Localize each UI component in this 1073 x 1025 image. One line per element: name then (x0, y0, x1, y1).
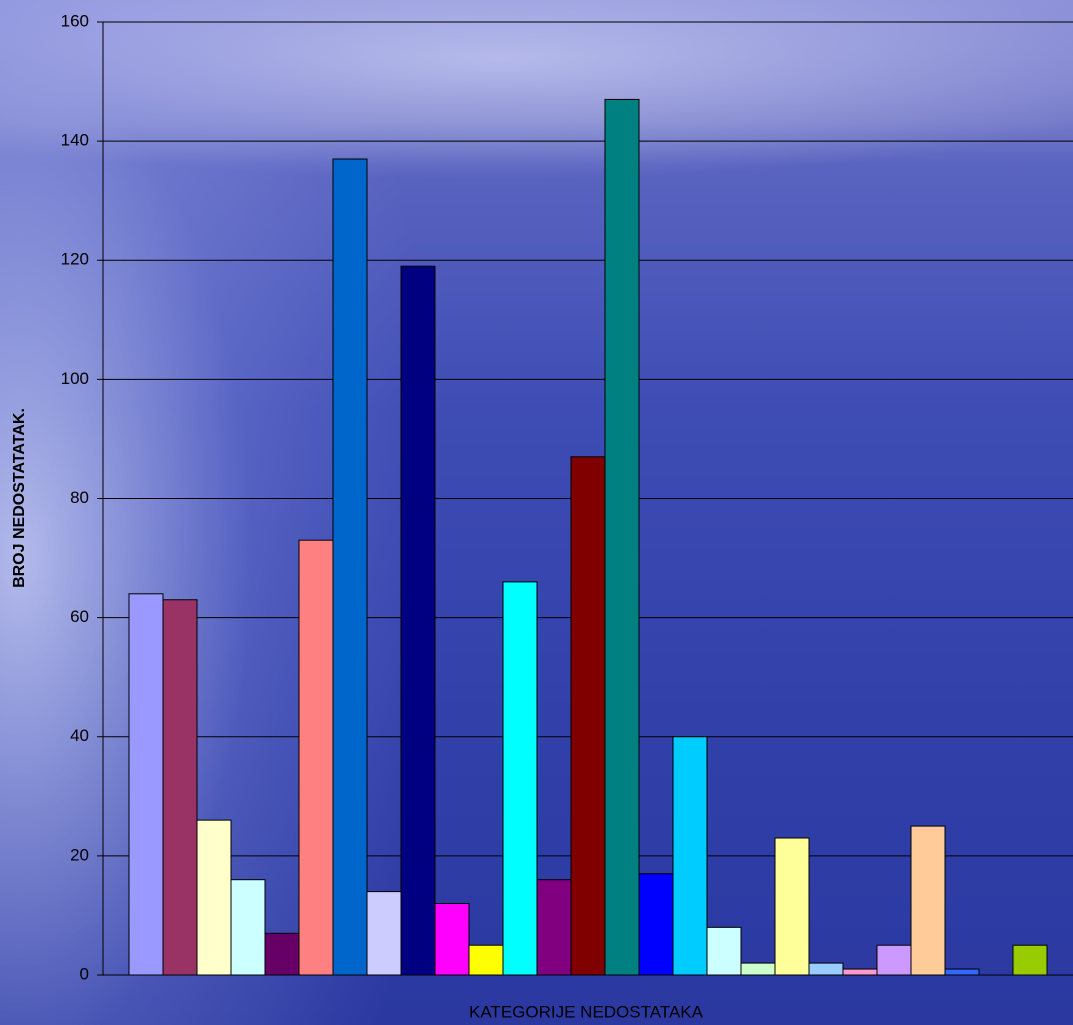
y-tick-label: 0 (80, 964, 89, 983)
bar (332, 158, 368, 976)
bar (604, 98, 640, 976)
y-tick-label: 60 (70, 607, 89, 626)
bar (128, 593, 164, 976)
bar (162, 599, 198, 976)
bar (366, 891, 402, 976)
x-axis-title: KATEGORIJE NEDOSTATAKA (469, 1002, 704, 1021)
bar (944, 968, 980, 976)
bar (740, 962, 776, 976)
y-tick-label: 120 (61, 250, 89, 269)
y-tick-label: 140 (61, 131, 89, 150)
bar (264, 932, 300, 976)
bar (876, 944, 912, 976)
bar (230, 879, 266, 976)
bar (468, 944, 504, 976)
bar (536, 879, 572, 976)
bar (706, 926, 742, 976)
bar (774, 837, 810, 976)
bar (196, 819, 232, 976)
bar (502, 581, 538, 976)
y-tick-label: 160 (61, 11, 89, 30)
bar (298, 539, 334, 976)
bar (638, 873, 674, 976)
bar (570, 456, 606, 976)
bar (1012, 944, 1048, 976)
y-tick-label: 100 (61, 369, 89, 388)
y-tick-label: 80 (70, 488, 89, 507)
y-tick-label: 20 (70, 845, 89, 864)
bar (808, 962, 844, 976)
y-tick-label: 40 (70, 726, 89, 745)
y-axis-title: BROJ NEDOSTATATAK. (11, 408, 28, 588)
bar (434, 903, 470, 976)
bar (672, 736, 708, 976)
bar (910, 825, 946, 976)
bar (842, 968, 878, 976)
bar (400, 265, 436, 976)
